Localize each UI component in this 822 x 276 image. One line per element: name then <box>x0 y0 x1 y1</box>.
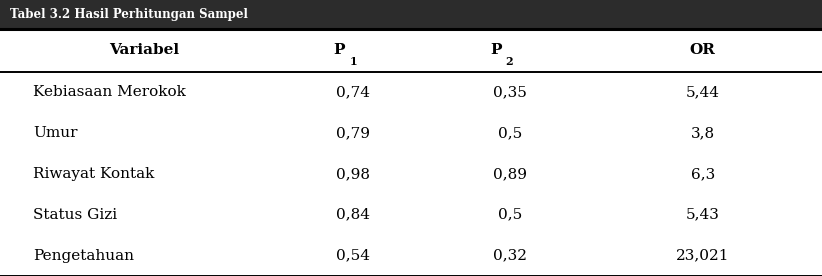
Text: 2: 2 <box>506 56 513 67</box>
FancyBboxPatch shape <box>0 194 822 235</box>
Text: P: P <box>334 43 345 57</box>
Text: 0,5: 0,5 <box>497 126 522 140</box>
Text: Riwayat Kontak: Riwayat Kontak <box>33 167 155 181</box>
Text: Pengetahuan: Pengetahuan <box>33 249 134 262</box>
FancyBboxPatch shape <box>0 72 822 113</box>
Text: 0,89: 0,89 <box>492 167 527 181</box>
Text: P: P <box>490 43 501 57</box>
Text: 0,74: 0,74 <box>336 85 371 99</box>
Text: OR: OR <box>690 43 716 57</box>
Text: 3,8: 3,8 <box>690 126 715 140</box>
Text: Tabel 3.2 Hasil Perhitungan Sampel: Tabel 3.2 Hasil Perhitungan Sampel <box>10 8 247 21</box>
Text: 6,3: 6,3 <box>690 167 715 181</box>
Text: Variabel: Variabel <box>109 43 179 57</box>
Text: 0,32: 0,32 <box>492 249 527 262</box>
Text: 0,35: 0,35 <box>492 85 527 99</box>
FancyBboxPatch shape <box>0 153 822 194</box>
Text: Umur: Umur <box>33 126 77 140</box>
Text: 5,44: 5,44 <box>686 85 720 99</box>
Text: 0,79: 0,79 <box>336 126 371 140</box>
Text: 1: 1 <box>349 56 357 67</box>
Text: 0,5: 0,5 <box>497 208 522 222</box>
Text: 5,43: 5,43 <box>686 208 720 222</box>
FancyBboxPatch shape <box>0 29 822 72</box>
FancyBboxPatch shape <box>0 113 822 153</box>
Text: 0,84: 0,84 <box>336 208 371 222</box>
FancyBboxPatch shape <box>0 235 822 276</box>
Text: Status Gizi: Status Gizi <box>33 208 117 222</box>
FancyBboxPatch shape <box>0 0 822 29</box>
Text: 0,98: 0,98 <box>336 167 371 181</box>
Text: 0,54: 0,54 <box>336 249 371 262</box>
Text: Kebiasaan Merokok: Kebiasaan Merokok <box>33 85 186 99</box>
Text: 23,021: 23,021 <box>676 249 730 262</box>
